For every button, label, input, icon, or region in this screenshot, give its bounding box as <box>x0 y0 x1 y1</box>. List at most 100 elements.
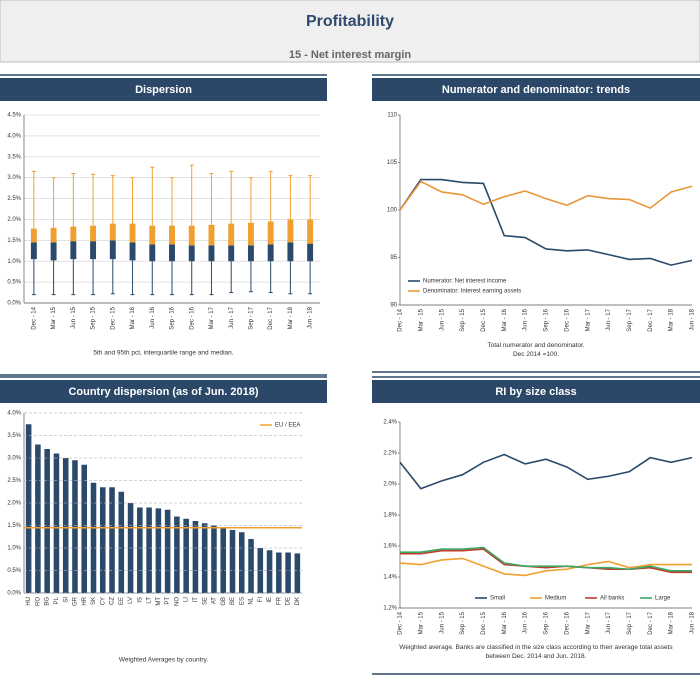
box-upper <box>169 225 175 245</box>
x-tick-label: Mar - 18 <box>288 306 294 329</box>
x-tick-label: SK <box>91 597 97 605</box>
x-tick-label: Mar - 16 <box>502 611 508 634</box>
x-tick-label: Sep - 15 <box>460 611 466 634</box>
panel-header <box>0 380 327 403</box>
bar <box>192 521 199 593</box>
bar <box>183 518 189 593</box>
box-lower <box>228 245 235 262</box>
x-tick-label: SE <box>202 597 208 605</box>
x-tick-label: Dec - 17 <box>648 308 654 331</box>
x-tick-label: GB <box>221 597 227 606</box>
x-tick-label: FR <box>276 596 282 605</box>
page-subtitle: 15 - Net interest margin <box>289 49 412 61</box>
x-tick-label: BG <box>45 597 51 606</box>
x-tick-label: Sep - 17 <box>627 611 633 634</box>
x-tick-label: Dec - 14 <box>398 611 404 634</box>
x-tick-label: Sep - 16 <box>170 306 176 329</box>
legend-label: Medium <box>545 596 566 602</box>
legend-label: Small <box>490 596 505 602</box>
line-series <box>400 546 692 572</box>
y-tick-label: 1.0% <box>7 546 21 552</box>
bar <box>211 525 217 593</box>
bar <box>174 516 180 593</box>
y-tick-label: 1.5% <box>7 238 21 244</box>
box-lower <box>149 244 156 262</box>
x-tick-label: PL <box>54 596 60 604</box>
box-upper <box>30 228 37 243</box>
x-tick-label: Jun - 18 <box>690 611 696 633</box>
x-tick-label: Jun - 15 <box>71 306 77 328</box>
x-tick-label: Mar - 18 <box>669 308 675 331</box>
caption: Dec 2014 =100. <box>513 351 559 358</box>
caption: Weighted average. Banks are classified i… <box>399 644 673 651</box>
x-tick-label: Dec - 16 <box>564 611 570 634</box>
y-tick-label: 100 <box>387 208 398 214</box>
bar <box>137 507 143 593</box>
panel-title: RI by size class <box>495 386 576 398</box>
x-tick-label: Mar - 16 <box>130 306 136 329</box>
caption: Total numerator and denominator. <box>487 342 584 349</box>
x-tick-label: PT <box>165 597 171 605</box>
x-tick-label: Jun - 17 <box>229 306 235 328</box>
box-lower <box>169 244 175 262</box>
y-tick-label: 1.2% <box>383 606 397 612</box>
panel-header <box>372 380 700 403</box>
x-tick-label: Jun - 16 <box>523 308 529 330</box>
y-tick-label: 1.8% <box>383 513 397 519</box>
y-tick-label: 2.4% <box>383 420 397 426</box>
box-lower <box>30 242 37 260</box>
x-tick-label: DK <box>295 597 301 605</box>
box-upper <box>129 223 136 243</box>
panel-header <box>372 78 700 101</box>
x-tick-label: Jun - 16 <box>150 306 156 328</box>
x-tick-label: LV <box>128 597 134 604</box>
box-lower <box>70 241 77 260</box>
x-tick-label: BE <box>230 597 236 605</box>
legend-label: Denominator: Interest earning assets <box>423 289 521 295</box>
box-upper <box>208 224 215 246</box>
legend-label: EU / EEA <box>275 423 300 429</box>
box-lower <box>208 245 215 262</box>
x-tick-label: CY <box>100 597 106 605</box>
box-upper <box>287 219 294 243</box>
bar <box>266 550 273 593</box>
bar <box>99 487 106 593</box>
x-tick-label: EE <box>119 597 125 605</box>
x-tick-label: HU <box>26 597 32 606</box>
box-upper <box>149 225 156 245</box>
box-lower <box>307 243 314 262</box>
x-tick-label: Sep - 17 <box>627 308 633 331</box>
bar <box>109 487 115 593</box>
box-upper <box>109 223 116 241</box>
x-tick-label: Dec - 16 <box>189 306 195 329</box>
caption: between Dec. 2014 and Jun. 2018. <box>486 653 587 660</box>
panel-header <box>0 78 327 101</box>
bar <box>90 482 97 593</box>
x-tick-label: Jun - 18 <box>308 306 314 328</box>
y-tick-label: 1.0% <box>7 259 21 265</box>
box-lower <box>50 242 57 261</box>
bar <box>164 509 171 593</box>
x-tick-label: IS <box>137 597 143 603</box>
x-tick-label: Sep - 15 <box>91 306 97 329</box>
bar <box>201 523 208 593</box>
y-tick-label: 1.6% <box>383 544 397 550</box>
caption: 5th and 95th pct, interquartile range an… <box>93 350 233 357</box>
y-tick-label: 1.4% <box>383 575 397 581</box>
x-tick-label: ES <box>239 597 245 605</box>
x-tick-label: Mar - 17 <box>585 611 591 634</box>
y-tick-label: 4.0% <box>7 133 21 139</box>
box-lower <box>90 241 97 260</box>
y-tick-label: 0.0% <box>7 591 21 597</box>
box-lower <box>267 244 274 262</box>
x-tick-label: Dec - 14 <box>31 306 37 329</box>
header-box <box>0 0 700 63</box>
box-upper <box>307 219 314 244</box>
box-upper <box>90 225 97 242</box>
page-title: Profitability <box>306 13 394 30</box>
x-tick-label: Jun - 18 <box>690 308 696 330</box>
x-tick-label: Dec - 15 <box>110 306 116 329</box>
x-tick-label: CZ <box>110 597 116 605</box>
box-lower <box>188 245 195 262</box>
bar <box>155 508 162 593</box>
